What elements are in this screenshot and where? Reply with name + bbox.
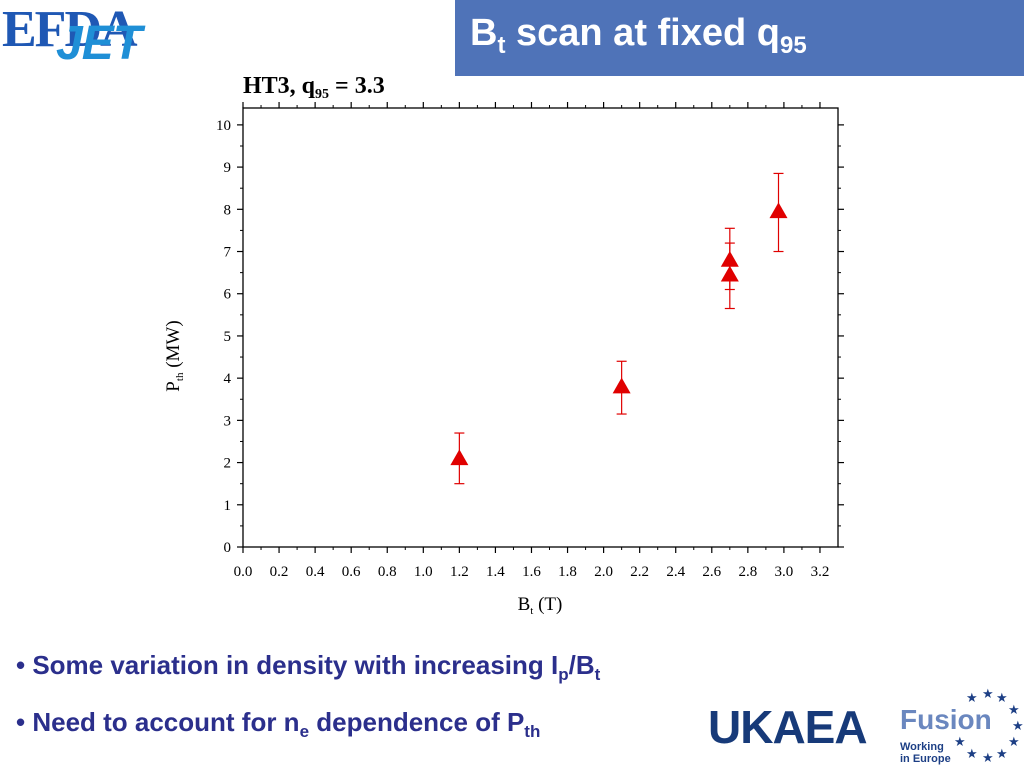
title-bar xyxy=(455,0,1024,76)
x-axis-label-sub: t xyxy=(530,605,534,617)
fusion-tagline-1: Working xyxy=(900,741,944,753)
chart-title-sub: 95 xyxy=(315,87,330,102)
x-tick-label: 2.6 xyxy=(702,564,721,580)
svg-text:★: ★ xyxy=(1012,719,1024,734)
ukaea-logo: UKAEA xyxy=(708,701,868,753)
svg-text:★: ★ xyxy=(996,747,1008,762)
efda-logo: EFDA xyxy=(2,1,138,58)
y-tick-label: 6 xyxy=(224,287,232,303)
data-point-triangle xyxy=(450,449,469,466)
svg-text:★: ★ xyxy=(966,691,978,706)
y-tick-label: 7 xyxy=(224,245,232,261)
x-axis-label: Bt (T) xyxy=(480,594,600,617)
x-tick-label: 1.4 xyxy=(486,564,505,580)
y-axis-label-sub: th xyxy=(174,372,186,382)
y-axis-label: Pth (MW) xyxy=(163,296,186,416)
eu-stars-icon: ★ ★ ★ ★★★ ★★★ ★ xyxy=(954,688,1024,766)
x-tick-label: 2.0 xyxy=(594,564,613,580)
svg-text:★: ★ xyxy=(982,688,994,702)
chart-title-main: HT3, q xyxy=(243,73,316,99)
slide-title-sub-t: t xyxy=(497,32,506,59)
svg-text:★: ★ xyxy=(954,735,966,750)
bullet-item: • Need to account for ne dependence of P… xyxy=(16,707,540,742)
y-tick-label: 8 xyxy=(224,202,232,218)
x-tick-label: 0.0 xyxy=(234,564,253,580)
x-tick-label: 3.2 xyxy=(811,564,830,580)
slide-title-sub-95: 95 xyxy=(780,32,807,59)
x-tick-label: 3.0 xyxy=(775,564,794,580)
plot-frame xyxy=(242,107,839,548)
svg-text:★: ★ xyxy=(996,691,1008,706)
slide-title-rest: scan at fixed q xyxy=(505,12,780,54)
x-tick-label: 0.8 xyxy=(378,564,397,580)
fusion-logo: ★ ★ ★ ★ ★ ★ ★ ★ ★ ★ Fusion Working in Europe xyxy=(898,688,1024,768)
x-tick-label: 1.8 xyxy=(558,564,577,580)
x-axis-label-rest: (T) xyxy=(533,594,563,615)
y-axis-label-main: P xyxy=(163,381,184,392)
y-axis-label-rest: (MW) xyxy=(163,320,184,373)
fusion-tagline: Working in Europe xyxy=(900,741,970,765)
bullet-sub: p xyxy=(558,665,569,684)
bullet-text: dependence of P xyxy=(309,707,525,737)
chart-title-rest: = 3.3 xyxy=(329,73,385,99)
jet-logo: JET xyxy=(56,17,142,70)
x-tick-label: 1.0 xyxy=(414,564,433,580)
svg-text:★: ★ xyxy=(1008,735,1020,750)
data-point-triangle xyxy=(720,265,739,282)
bullet-sub: t xyxy=(594,665,601,684)
x-tick-label: 1.6 xyxy=(522,564,541,580)
x-tick-label: 2.8 xyxy=(738,564,757,580)
data-point-triangle xyxy=(769,202,788,219)
fusion-word: Fusion xyxy=(900,704,992,735)
x-tick-label: 2.2 xyxy=(630,564,649,580)
svg-text:★: ★ xyxy=(966,747,978,762)
y-tick-label: 1 xyxy=(224,498,232,514)
data-point-triangle xyxy=(612,377,631,394)
bullet-sub: th xyxy=(524,722,541,741)
y-tick-label: 5 xyxy=(224,329,232,345)
bullet-text: • Some variation in density with increas… xyxy=(16,650,559,680)
bullet-sub: e xyxy=(299,722,310,741)
bullet-text: • Need to account for n xyxy=(16,707,300,737)
svg-text:★: ★ xyxy=(982,751,994,766)
x-tick-label: 0.2 xyxy=(270,564,289,580)
y-tick-label: 0 xyxy=(224,540,232,556)
y-tick-label: 3 xyxy=(224,413,232,429)
x-tick-label: 0.4 xyxy=(306,564,325,580)
y-tick-label: 9 xyxy=(224,160,232,176)
slide-title-main: B xyxy=(470,12,498,54)
bullet-item: • Some variation in density with increas… xyxy=(16,650,600,685)
fusion-tagline-2: in Europe xyxy=(900,753,951,765)
slide-title: Bt scan at fixed q95 xyxy=(470,14,807,58)
x-axis-label-main: B xyxy=(517,594,531,615)
y-tick-label: 4 xyxy=(224,371,232,387)
x-tick-label: 1.2 xyxy=(450,564,469,580)
bullet-text: /B xyxy=(568,650,595,680)
y-tick-label: 10 xyxy=(216,118,231,134)
x-tick-label: 2.4 xyxy=(666,564,685,580)
svg-text:★: ★ xyxy=(1008,703,1020,718)
y-tick-label: 2 xyxy=(224,456,232,472)
x-tick-label: 0.6 xyxy=(342,564,361,580)
chart-title: HT3, q95 = 3.3 xyxy=(243,73,385,103)
